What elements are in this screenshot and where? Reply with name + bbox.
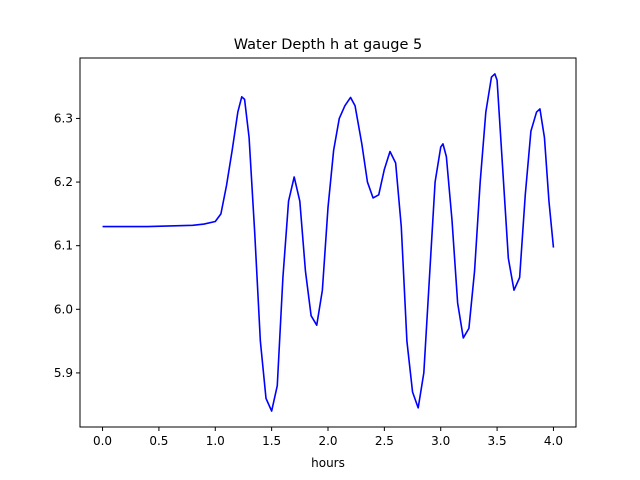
plot-area (80, 58, 576, 427)
x-axis-label: hours (311, 456, 345, 470)
x-tick-label: 0.0 (93, 434, 112, 448)
x-axis-ticks: 0.0 0.5 1.0 1.5 2.0 2.5 3.0 3.5 4.0 (93, 427, 563, 448)
y-axis-ticks: 5.9 6.0 6.1 6.2 6.3 (54, 111, 80, 380)
series-line-0 (102, 73, 555, 412)
x-tick-label: 3.0 (431, 434, 450, 448)
x-tick-label: 1.5 (262, 434, 281, 448)
y-tick-label: 6.1 (54, 239, 73, 253)
x-tick-label: 0.5 (149, 434, 168, 448)
x-tick-label: 4.0 (544, 434, 563, 448)
y-tick-label: 6.3 (54, 111, 73, 125)
y-tick-label: 6.0 (54, 302, 73, 316)
y-tick-label: 5.9 (54, 366, 73, 380)
x-tick-label: 2.5 (375, 434, 394, 448)
chart-title: Water Depth h at gauge 5 (234, 37, 422, 53)
series-layer (102, 73, 555, 412)
x-tick-label: 1.0 (206, 434, 225, 448)
y-tick-label: 6.2 (54, 175, 73, 189)
x-tick-label: 2.0 (318, 434, 337, 448)
x-tick-label: 3.5 (488, 434, 507, 448)
